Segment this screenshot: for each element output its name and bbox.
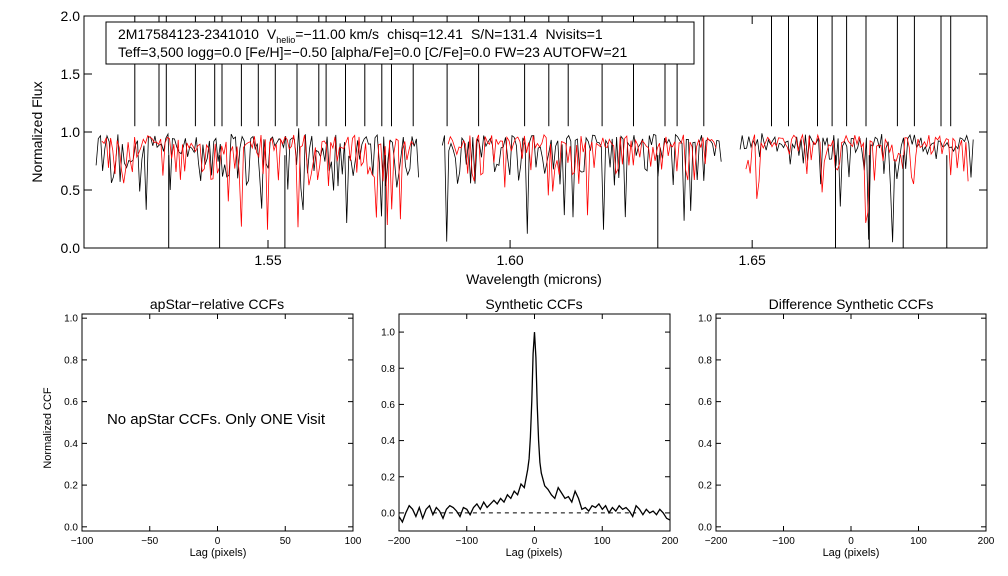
info-line-1: 2M17584123-2341010 Vhelio=−11.00 km/s chis… <box>118 26 603 45</box>
apstar-message: No apStar CCFs. Only ONE Visit <box>107 411 326 428</box>
synthetic-title: Synthetic CCFs <box>485 296 582 312</box>
y-tick-label: 0.5 <box>61 182 81 198</box>
y-tick-label: 1.0 <box>698 314 712 325</box>
x-tick-label: −100 <box>455 536 478 547</box>
y-tick-label: 0.4 <box>64 439 78 450</box>
apstar-xlabel: Lag (pixels) <box>190 547 247 559</box>
y-tick-label: 1.0 <box>64 314 78 325</box>
x-tick-label: 0 <box>215 536 221 547</box>
x-tick-label: −100 <box>772 536 795 547</box>
spectrum-info-box: 2M17584123-2341010 Vhelio=−11.00 km/s chis… <box>105 21 695 65</box>
difference-ticks: −200 −100 0 100 200 0.0 0.2 0.4 0.6 0.8 1.0 <box>698 314 995 547</box>
y-tick-label: 1.5 <box>61 66 81 82</box>
y-tick-label: 0.8 <box>64 355 78 366</box>
model-flux-line <box>101 134 414 230</box>
synthetic-xlabel: Lag (pixels) <box>506 547 563 559</box>
x-tick-label: 100 <box>594 536 611 547</box>
x-tick-label: 100 <box>345 536 362 547</box>
info-line-2: Teff=3,500 logg=0.0 [Fe/H]=−0.50 [alpha/… <box>118 44 627 60</box>
x-tick-label: 200 <box>978 536 995 547</box>
y-tick-label: 0.4 <box>381 436 395 447</box>
synthetic-ccf-line <box>399 332 670 524</box>
apstar-title: apStar−relative CCFs <box>150 296 284 312</box>
x-tick-label: 200 <box>662 536 679 547</box>
spectrum-panel: 1.55 1.60 1.65 0.0 0.5 1.0 1.5 2.0 2M17584123-2… <box>29 8 988 287</box>
x-tick-label: 1.55 <box>254 252 281 268</box>
y-tick-label: 2.0 <box>61 8 81 24</box>
x-tick-label: −100 <box>71 536 94 547</box>
nvisits-value: Nvisits=1 <box>546 26 603 42</box>
x-tick-label: 50 <box>280 536 292 547</box>
difference-xlabel: Lag (pixels) <box>823 547 880 559</box>
x-tick-label: −200 <box>388 536 411 547</box>
synthetic-ticks: −200 −100 0 100 200 0.0 0.2 0.4 0.6 0.8 1.0 <box>381 314 679 547</box>
velocity-label: V <box>267 26 277 42</box>
spectrum-ticks: 1.55 1.60 1.65 0.0 0.5 1.0 1.5 2.0 <box>61 8 987 268</box>
x-tick-label: 0 <box>532 536 538 547</box>
y-tick-label: 0.2 <box>698 481 712 492</box>
synthetic-ccf-data <box>399 332 670 524</box>
y-tick-label: 0.2 <box>64 481 78 492</box>
y-tick-label: 0.0 <box>61 240 81 256</box>
y-tick-label: 0.0 <box>698 522 712 533</box>
x-tick-label: 1.65 <box>739 252 766 268</box>
x-tick-label: 100 <box>910 536 927 547</box>
sn-value: S/N=131.4 <box>471 26 538 42</box>
x-tick-label: 0 <box>848 536 854 547</box>
synthetic-ccf-panel: −200 −100 0 100 200 0.0 0.2 0.4 0.6 0.8 1.0 Synthe… <box>381 296 679 559</box>
y-tick-label: 0.6 <box>381 400 395 411</box>
y-tick-label: 1.0 <box>381 328 395 339</box>
apstar-ylabel: Normalized CCF <box>42 387 54 469</box>
difference-ccf-panel: −200 −100 0 100 200 0.0 0.2 0.4 0.6 0.8 1.0 Differ… <box>698 296 995 559</box>
model-flux-line <box>447 134 717 216</box>
observed-flux-line <box>441 133 722 242</box>
y-tick-label: 0.6 <box>64 397 78 408</box>
y-tick-label: 0.8 <box>381 364 395 375</box>
y-tick-label: 0.4 <box>698 439 712 450</box>
model-flux-line <box>745 133 969 223</box>
spectrum-xlabel: Wavelength (microns) <box>466 271 602 287</box>
velocity-subscript: helio <box>276 35 295 45</box>
info-box-frame <box>105 21 695 65</box>
chisq-value: chisq=12.41 <box>387 26 463 42</box>
apstar-ccf-panel: −100 −50 0 50 100 0.0 0.2 0.4 0.6 0.8 1.0 apStar−r… <box>42 296 362 559</box>
x-tick-label: 1.60 <box>496 252 523 268</box>
y-tick-label: 0.8 <box>698 355 712 366</box>
velocity-value: =−11.00 km/s <box>295 26 379 42</box>
difference-title: Difference Synthetic CCFs <box>769 296 934 312</box>
y-tick-label: 1.0 <box>61 124 81 140</box>
object-id: 2M17584123-2341010 <box>118 26 259 42</box>
y-tick-label: 0.0 <box>64 522 78 533</box>
apstar-ticks: −100 −50 0 50 100 0.0 0.2 0.4 0.6 0.8 1.0 <box>64 314 362 547</box>
x-tick-label: −50 <box>141 536 158 547</box>
y-tick-label: 0.2 <box>381 472 395 483</box>
x-tick-label: −200 <box>705 536 728 547</box>
spectrum-ylabel: Normalized Flux <box>29 81 45 182</box>
y-tick-label: 0.0 <box>381 508 395 519</box>
y-tick-label: 0.6 <box>698 397 712 408</box>
